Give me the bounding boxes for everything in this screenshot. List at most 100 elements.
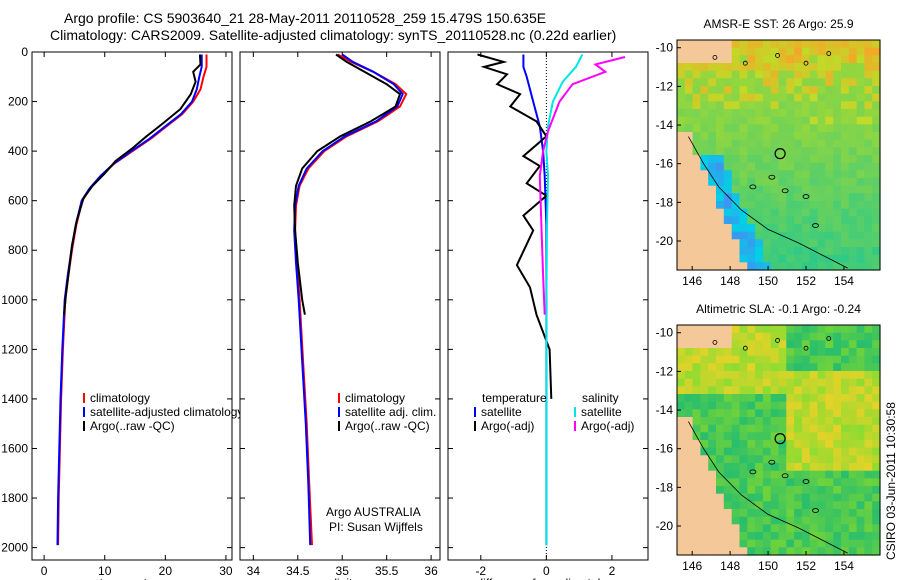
map-cell xyxy=(848,348,858,357)
map-cell xyxy=(864,116,873,125)
map-cell xyxy=(786,216,795,225)
map-cell xyxy=(755,417,764,426)
map-cell xyxy=(739,193,748,202)
map-cell xyxy=(786,147,795,156)
map-cell xyxy=(864,224,873,233)
map-cell xyxy=(825,132,834,141)
map-cell xyxy=(762,170,772,179)
legend-argo: Argo(..raw -QC) xyxy=(345,419,430,433)
map-cell xyxy=(778,478,787,487)
map-cell xyxy=(723,208,733,217)
map-cell xyxy=(739,447,748,456)
map-cell xyxy=(716,231,725,240)
map-cell xyxy=(731,394,741,403)
map-cell xyxy=(809,231,819,240)
map-cell xyxy=(747,93,756,102)
map-cell xyxy=(856,101,865,110)
map-cell xyxy=(825,162,834,171)
map-cell xyxy=(747,193,756,202)
map-cell xyxy=(739,509,748,518)
map-cell xyxy=(731,478,741,487)
map-cell xyxy=(848,239,858,248)
map-cell xyxy=(700,170,709,179)
map-cell xyxy=(677,501,686,510)
map-cell xyxy=(817,424,826,433)
map-cell xyxy=(864,162,873,171)
map-cell xyxy=(794,101,803,110)
map-cell xyxy=(786,178,795,187)
map-cell xyxy=(825,201,834,210)
map-cell xyxy=(716,262,725,271)
map-cell xyxy=(692,178,701,187)
map-cell xyxy=(833,516,842,525)
map-cell xyxy=(770,262,780,271)
map-cell xyxy=(825,470,834,479)
map-cell xyxy=(700,478,709,487)
map-cell xyxy=(778,254,787,263)
map-cell xyxy=(809,355,819,364)
map-cell xyxy=(778,417,787,426)
map-cell xyxy=(692,355,701,364)
map-y-tick-label: -18 xyxy=(656,195,674,209)
map-cell xyxy=(809,208,819,217)
map-cell xyxy=(841,378,850,387)
map-cell xyxy=(723,224,733,233)
reef-outline xyxy=(781,188,789,194)
map-cell xyxy=(825,524,834,533)
map-cell xyxy=(872,78,881,87)
map-cell xyxy=(825,70,834,79)
map-cell xyxy=(677,231,686,240)
map-cell xyxy=(739,409,748,418)
map-cell xyxy=(700,254,709,263)
map-cell xyxy=(700,386,709,395)
map-cell xyxy=(731,262,741,271)
map-cell xyxy=(809,93,819,102)
legend-sal-argo: Argo(-adj) xyxy=(581,419,634,433)
map-cell xyxy=(864,63,873,72)
map-cell xyxy=(809,501,819,510)
map-cell xyxy=(692,401,701,410)
map-cell xyxy=(856,486,865,495)
map-cell xyxy=(864,247,873,256)
map-cell xyxy=(778,539,787,548)
map-cell xyxy=(833,70,842,79)
map-cell xyxy=(809,47,819,56)
map-cell xyxy=(833,394,842,403)
map-cell xyxy=(716,139,725,148)
map-cell xyxy=(684,509,694,518)
map-cell xyxy=(801,493,811,502)
map-cell xyxy=(708,447,717,456)
map-cell xyxy=(833,101,842,110)
map-cell xyxy=(762,216,772,225)
map-cell xyxy=(801,470,811,479)
map-y-tick-label: -12 xyxy=(656,364,674,378)
map-y-tick-label: -20 xyxy=(656,519,674,533)
map-cell xyxy=(770,124,780,133)
map-x-tick-label: 150 xyxy=(758,559,778,573)
map-cell xyxy=(716,493,725,502)
map-cell xyxy=(856,463,865,472)
map-cell xyxy=(723,486,733,495)
map-cell xyxy=(825,325,834,334)
map-cell xyxy=(731,424,741,433)
map-cell xyxy=(708,539,717,548)
map-cell xyxy=(700,432,709,441)
map-cell xyxy=(817,501,826,510)
map-cell xyxy=(692,486,701,495)
map-cell xyxy=(747,116,756,125)
map-cell xyxy=(841,524,850,533)
map-cell xyxy=(786,447,795,456)
map-cell xyxy=(708,216,717,225)
map-cell xyxy=(755,532,764,541)
map-cell xyxy=(708,516,717,525)
map-cell xyxy=(731,208,741,217)
map-cell xyxy=(723,47,733,56)
map-cell xyxy=(778,455,787,464)
map-cell xyxy=(684,47,694,56)
map-cell xyxy=(716,155,725,164)
map-cell xyxy=(825,124,834,133)
argo-position-marker xyxy=(774,148,786,160)
map-cell xyxy=(856,254,865,263)
map-cell xyxy=(872,409,881,418)
map-cell xyxy=(739,532,748,541)
